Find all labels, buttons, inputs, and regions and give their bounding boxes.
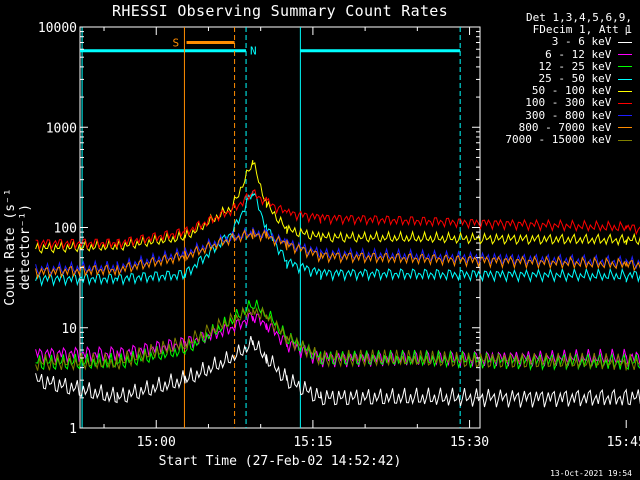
- series-line-6-seg-0: [35, 227, 640, 277]
- x-tick-label: 15:00: [137, 435, 176, 450]
- legend-label: 50 - 100 keV: [531, 84, 618, 98]
- legend-item: 50 - 100 keV: [505, 85, 632, 97]
- series-line-3-seg-0: [35, 190, 640, 288]
- legend-label: 7000 - 15000 keV: [505, 133, 618, 147]
- legend-item: 12 - 25 keV: [505, 59, 632, 73]
- legend-swatch: [618, 127, 632, 129]
- plot-frame: [79, 26, 481, 429]
- y-tick-label: 10000: [38, 21, 77, 36]
- legend-item: 300 - 800 keV: [505, 108, 632, 122]
- legend-item: 25 - 50 keV: [505, 72, 632, 86]
- timestamp: 13-Oct-2021 19:54: [550, 469, 632, 478]
- legend-label: 800 - 7000 keV: [518, 120, 618, 134]
- series-line-5-seg-0: [35, 189, 640, 251]
- legend-label: 100 - 300 keV: [525, 96, 618, 110]
- y-tick-label: 1: [69, 422, 77, 437]
- saa-marker-label: S: [172, 37, 179, 50]
- night-marker-label: N: [250, 45, 257, 58]
- legend-swatch: [618, 115, 632, 117]
- series-line-2-seg-0: [35, 299, 640, 372]
- legend-header-line-1: Det 1,3,4,5,6,9,: [526, 11, 632, 24]
- y-axis-label: Count Rate (s⁻¹ detector⁻¹): [3, 188, 33, 306]
- series-line-7-seg-0: [35, 228, 640, 280]
- y-tick-label: 1000: [46, 121, 77, 136]
- legend-item: 3 - 6 keV: [505, 36, 632, 48]
- y-tick-label: 100: [54, 222, 77, 237]
- series-line-8-seg-0: [35, 306, 640, 372]
- x-tick-label: 15:30: [450, 435, 489, 450]
- legend-item: 6 - 12 keV: [505, 47, 632, 61]
- series-line-4-seg-0: [35, 159, 640, 254]
- legend-item: 7000 - 15000 keV: [505, 133, 632, 147]
- legend-swatch: [618, 90, 632, 92]
- legend: Det 1,3,4,5,6,9, FDecim 1, Att 1 3 - 6 k…: [505, 11, 632, 147]
- legend-label: 25 - 50 keV: [538, 72, 618, 86]
- y-tick-label: 10: [61, 322, 77, 337]
- legend-label: 12 - 25 keV: [538, 59, 618, 73]
- chart-title: RHESSI Observing Summary Count Rates: [112, 2, 448, 20]
- legend-label: 3 - 6 keV: [551, 35, 618, 49]
- legend-swatch: [618, 41, 632, 43]
- legend-label: 6 - 12 keV: [545, 47, 618, 61]
- legend-header-line-2: FDecim 1, Att 1: [532, 23, 632, 37]
- x-axis-label: Start Time (27-Feb-02 14:52:42): [158, 454, 402, 469]
- legend-swatch: [618, 78, 632, 80]
- legend-swatch: [618, 54, 632, 56]
- legend-swatch: [618, 139, 632, 141]
- legend-label: 300 - 800 keV: [525, 108, 618, 122]
- legend-swatch: [618, 66, 632, 68]
- legend-item: 100 - 300 keV: [505, 97, 632, 109]
- legend-swatch: [618, 102, 632, 104]
- legend-item: 800 - 7000 keV: [505, 120, 632, 134]
- x-tick-label: 15:45: [607, 435, 640, 450]
- x-tick-label: 15:15: [293, 435, 332, 450]
- series-line-0-seg-0: [35, 335, 640, 408]
